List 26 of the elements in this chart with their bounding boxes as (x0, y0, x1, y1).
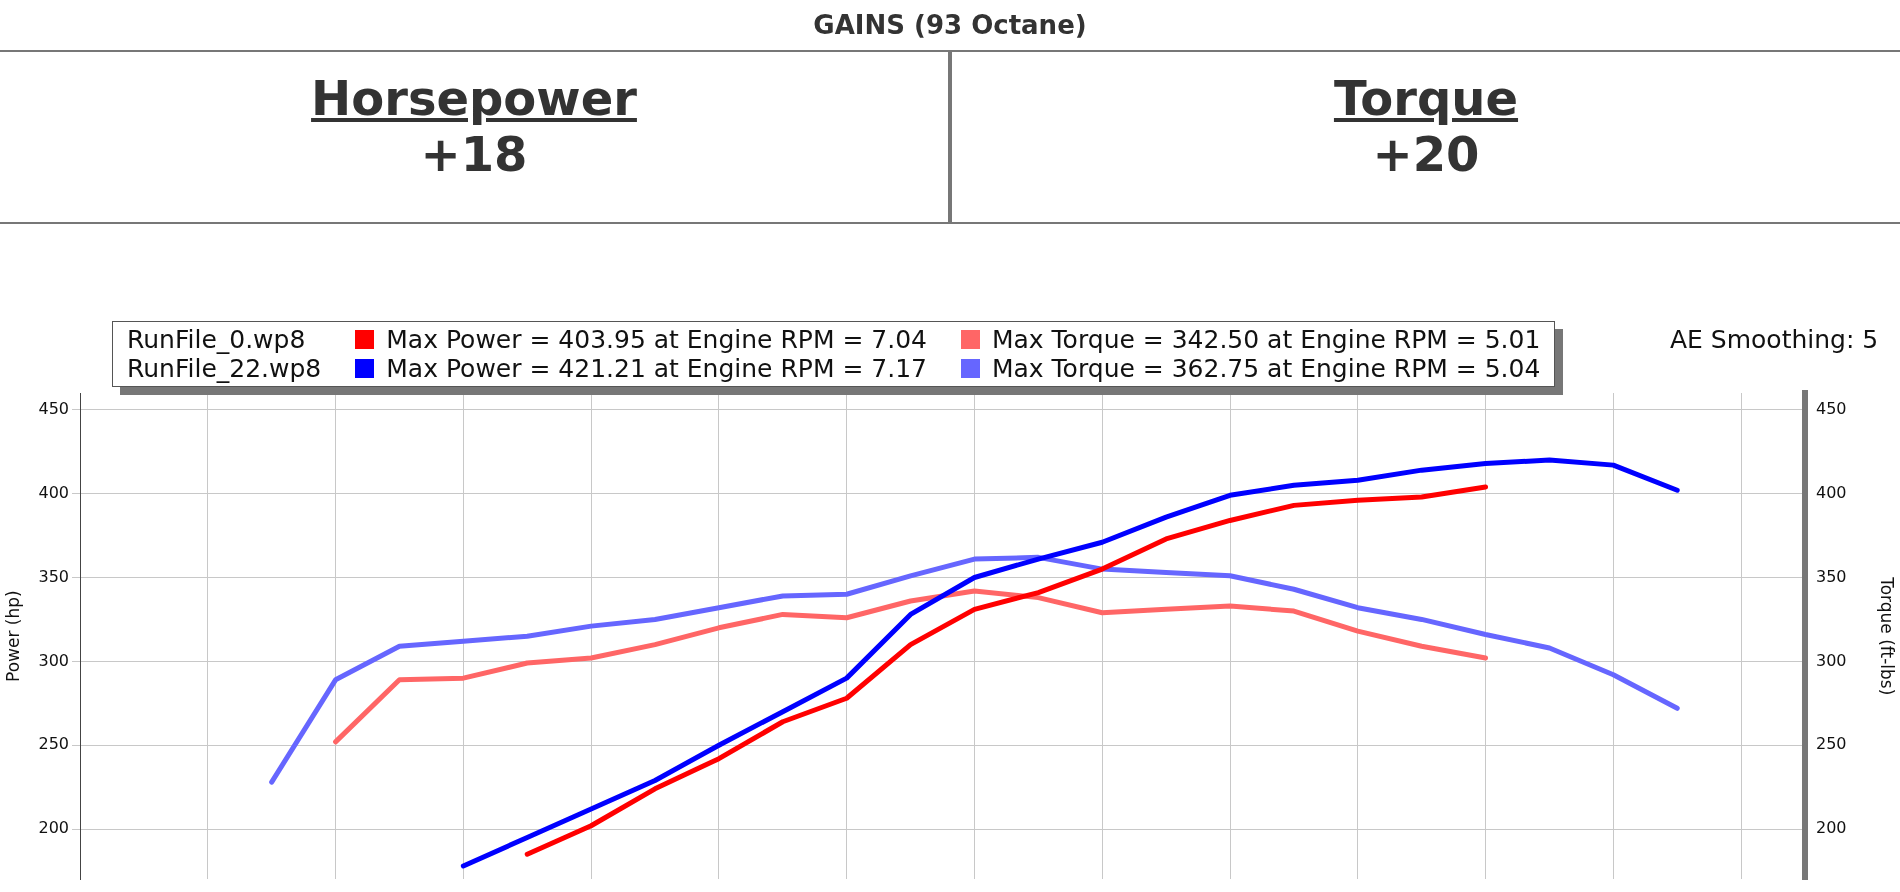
chart-title: GAINS (93 Octane) (812, 9, 1088, 42)
y-tick-label: 400 (38, 482, 69, 502)
y2-tick-label: 450 (1816, 398, 1847, 418)
legend-label: Max Torque = 362.75 at Engine RPM = 5.04 (991, 354, 1541, 383)
text: RunFile_22.wp8 (127, 354, 322, 383)
text: Torque (1332, 70, 1520, 126)
y-tick-label: 200 (38, 818, 69, 838)
y-tick-label: 250 (38, 734, 69, 754)
text: Horsepower (310, 70, 638, 126)
y2-tick-label: 400 (1816, 482, 1847, 502)
y2-axis-title: Torque (ft-lbs) (1877, 576, 1898, 696)
y-tick-label: 300 (38, 650, 69, 670)
y-tick-label: 350 (38, 566, 69, 586)
text: AE Smoothing: 5 (1670, 325, 1879, 354)
legend-label: Max Power = 403.95 at Engine RPM = 7.04 (386, 325, 927, 354)
text: +18 (419, 126, 529, 182)
legend-label: Max Torque = 342.50 at Engine RPM = 5.01 (991, 325, 1541, 354)
y2-tick-label: 300 (1816, 650, 1847, 670)
y-tick-label: 450 (38, 398, 69, 418)
text: +20 (1371, 126, 1481, 182)
legend-label: Max Power = 421.21 at Engine RPM = 7.17 (386, 354, 927, 383)
y-axis-title: Power (hp) (2, 590, 23, 683)
y2-tick-label: 250 (1816, 734, 1847, 754)
y2-tick-label: 350 (1816, 566, 1847, 586)
y2-tick-label: 200 (1816, 818, 1847, 838)
text: RunFile_0.wp8 (127, 325, 307, 354)
